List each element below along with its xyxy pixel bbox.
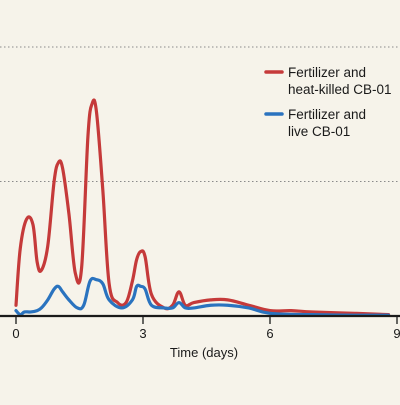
legend-label-0: Fertilizer and heat-killed CB-01 <box>288 65 392 97</box>
series-line-0 <box>14 98 391 317</box>
x-tick-label-3: 9 <box>393 326 400 341</box>
x-tick-label-1: 3 <box>139 326 146 341</box>
series-lines <box>14 98 391 317</box>
x-tick-label-0: 0 <box>12 326 19 341</box>
series-line-1 <box>14 276 391 317</box>
legend-label-1: Fertilizer and live CB-01 <box>288 107 366 139</box>
x-tick-label-2: 6 <box>266 326 273 341</box>
x-axis: 0 3 6 9 Time (days) <box>0 314 400 360</box>
gridlines <box>0 46 400 182</box>
legend: Fertilizer and heat-killed CB-01 Fertilize… <box>264 65 392 139</box>
x-axis-label: Time (days) <box>170 345 238 360</box>
